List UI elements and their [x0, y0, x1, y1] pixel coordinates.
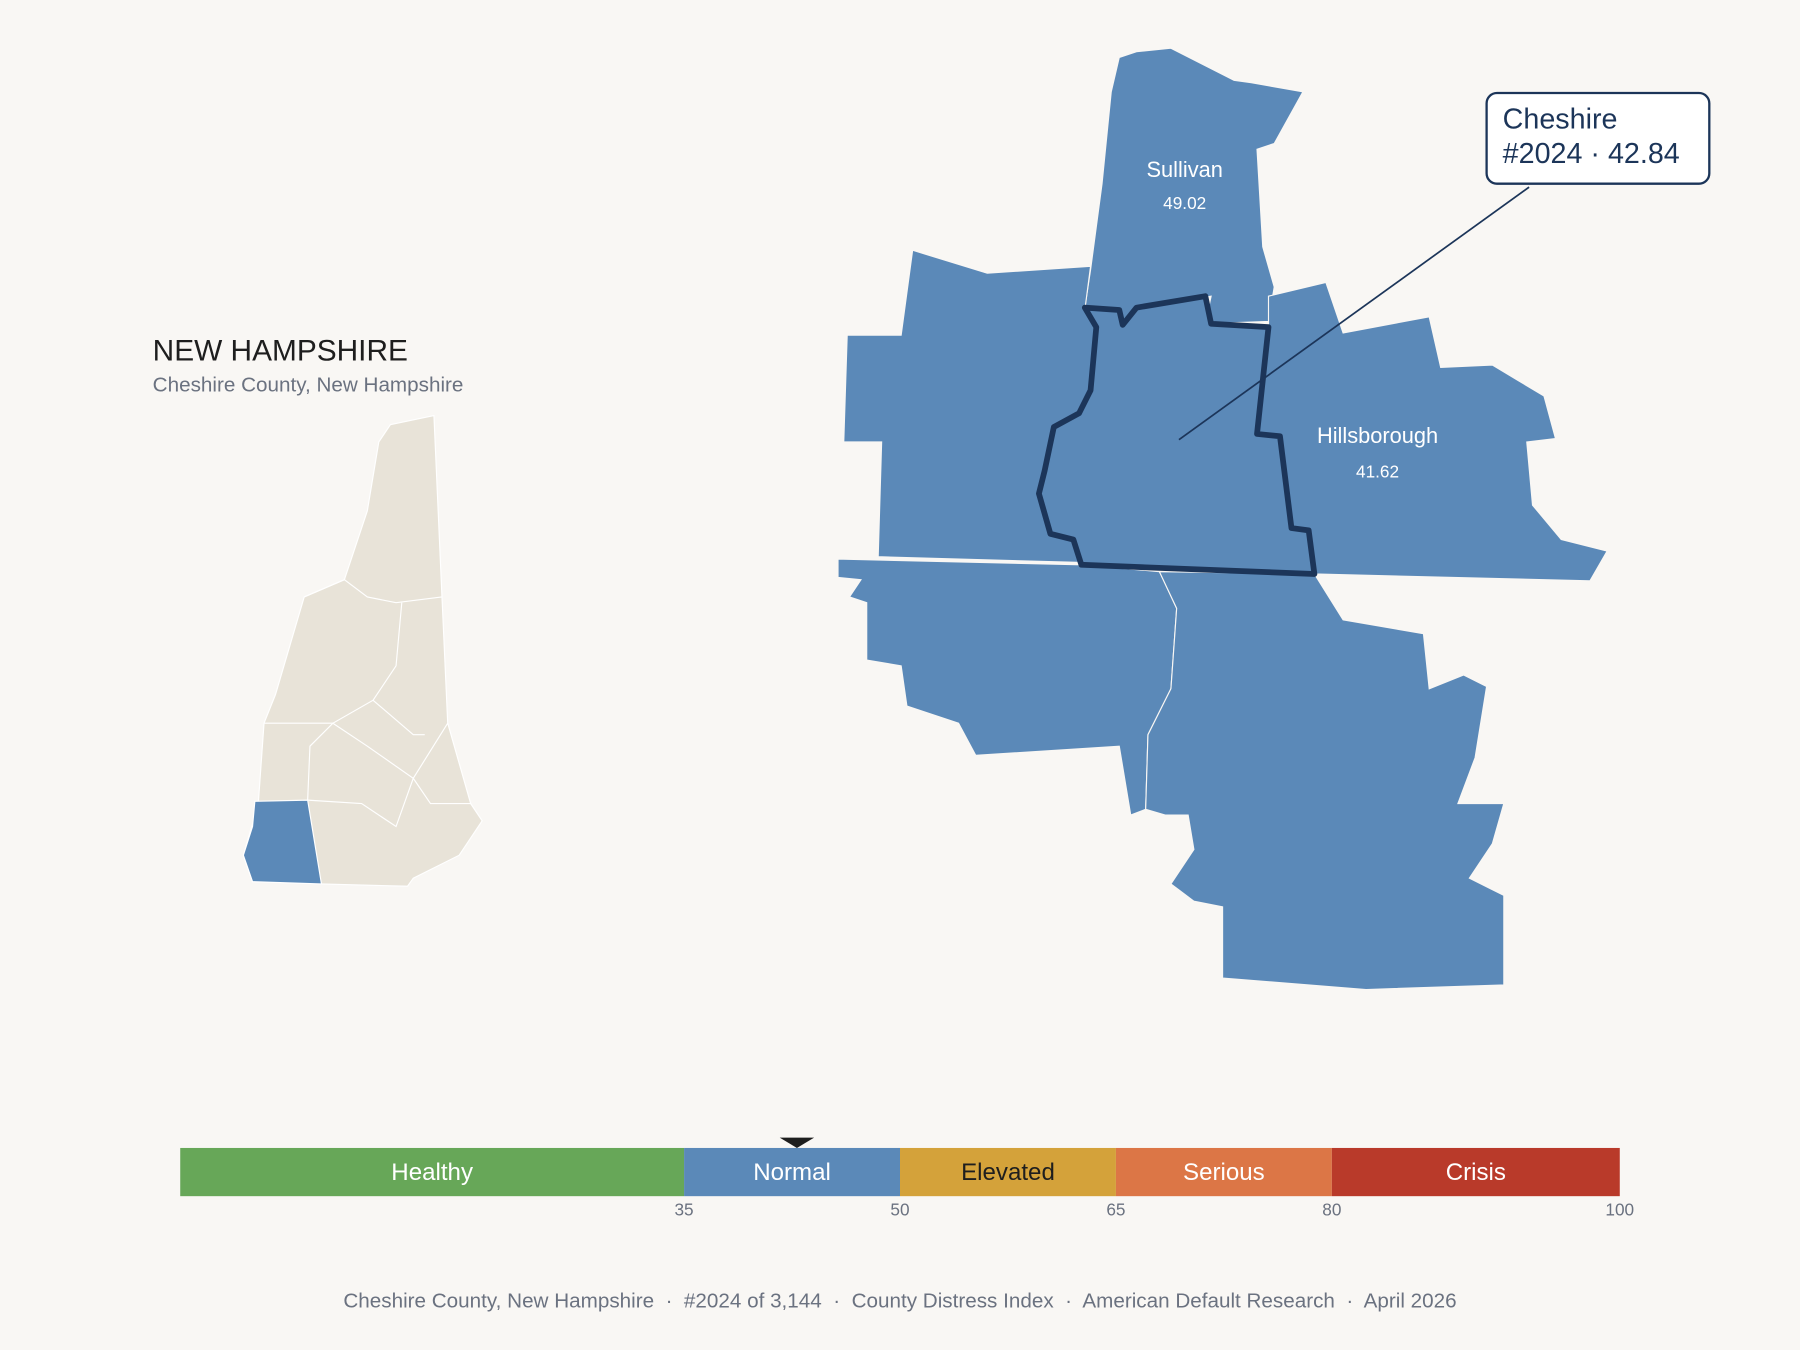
- county-value: 49.02: [1163, 193, 1206, 213]
- callout-name: Cheshire: [1503, 104, 1618, 136]
- county-name: Sullivan: [1147, 157, 1223, 182]
- scale-band-label: Normal: [753, 1159, 831, 1186]
- scale-band: [180, 1147, 685, 1197]
- county-value: 41.62: [1356, 462, 1399, 482]
- county-line: [307, 722, 449, 801]
- inset-title: NEW HAMPSHIRE: [153, 334, 408, 367]
- county-name: Hillsborough: [1317, 423, 1438, 448]
- scale-tick-label: 100: [1605, 1200, 1634, 1220]
- inset-subtitle: Cheshire County, New Hampshire: [153, 373, 464, 396]
- county-line: [372, 699, 425, 736]
- scale-band: [684, 1147, 900, 1197]
- callout-box: [1485, 91, 1711, 185]
- scale-band: [900, 1147, 1116, 1197]
- scale-tick-label: 65: [1106, 1200, 1125, 1220]
- scale-band-label: Elevated: [961, 1159, 1055, 1186]
- county-line: [303, 579, 443, 604]
- scale-band-label: Crisis: [1446, 1159, 1506, 1186]
- inset-map: [242, 414, 483, 887]
- scale-band: [1115, 1147, 1332, 1197]
- county-shape: [1145, 571, 1505, 991]
- scale-band-label: Serious: [1183, 1159, 1265, 1186]
- distress-scale: Healthy Normal Elevated Serious Crisis 35 50 65…: [180, 1137, 1634, 1220]
- scale-band-label: Healthy: [391, 1159, 473, 1186]
- scale-tick-label: 50: [890, 1200, 909, 1220]
- footer: Cheshire County, New Hampshire · #2024 o…: [343, 1290, 1456, 1313]
- scale-band: [1331, 1147, 1620, 1197]
- callout-leader: [1178, 186, 1530, 441]
- scale-tick-label: 80: [1322, 1200, 1341, 1220]
- inset-highlight: [242, 799, 323, 885]
- callout-label: #2024 · 42.84: [1503, 138, 1680, 170]
- county-line: [307, 777, 471, 828]
- county-map: [837, 47, 1609, 991]
- scale-tick-label: 35: [674, 1200, 693, 1220]
- scale-marker: [779, 1137, 815, 1148]
- selected-county: [1036, 293, 1318, 577]
